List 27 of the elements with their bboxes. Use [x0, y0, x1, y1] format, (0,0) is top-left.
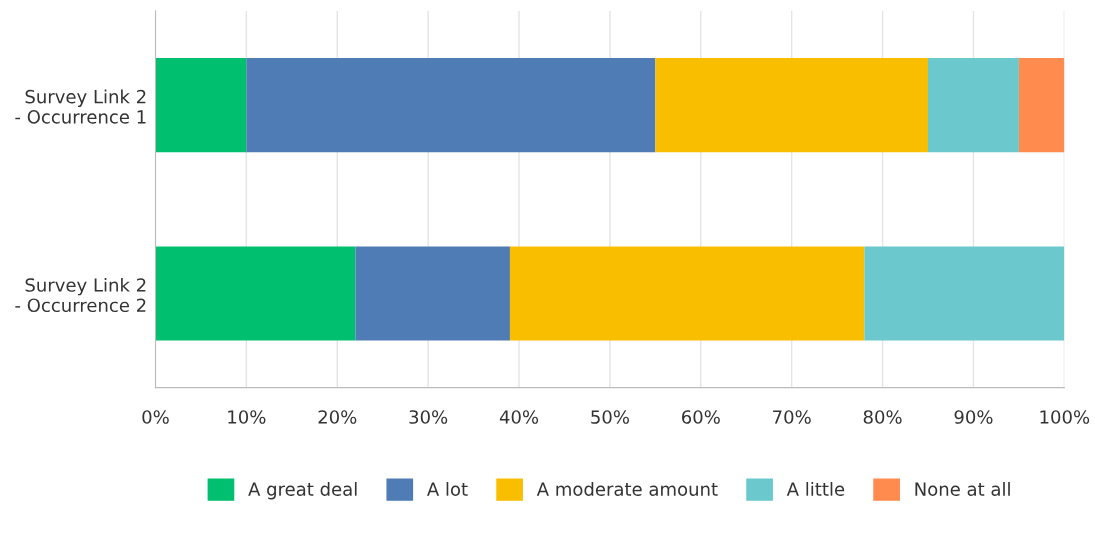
x-tick-label: 20% [318, 410, 357, 424]
x-tick-label: 30% [409, 410, 448, 424]
bar [928, 58, 1019, 153]
y-tick-label: Survey Link 2 - Occurrence 2 [15, 277, 146, 313]
x-tick-label: 40% [499, 410, 539, 424]
legend-label: A lot [427, 481, 468, 496]
bar [355, 246, 510, 341]
x-tick-label: 80% [863, 410, 902, 424]
legend-label: A little [786, 481, 845, 496]
x-tick-label: 90% [954, 410, 993, 424]
bar [246, 58, 656, 153]
legend-label: A moderate amount [536, 481, 718, 496]
x-tick-label: 0% [142, 410, 169, 424]
x-tick-label: 50% [591, 410, 629, 424]
bar [655, 58, 929, 153]
bar [864, 246, 1065, 341]
x-tick-label: 100% [1040, 410, 1090, 424]
bar [1018, 58, 1065, 153]
bar [509, 246, 865, 341]
legend-label: None at all [915, 481, 1010, 496]
legend-label: A great deal [248, 481, 357, 500]
x-tick-label: 10% [228, 410, 266, 424]
bar [155, 246, 356, 341]
x-tick-label: 60% [682, 410, 720, 424]
y-tick-label: Survey Link 2 - Occurrence 1 [15, 89, 146, 124]
x-tick-label: 70% [773, 410, 811, 424]
bar [155, 58, 247, 153]
